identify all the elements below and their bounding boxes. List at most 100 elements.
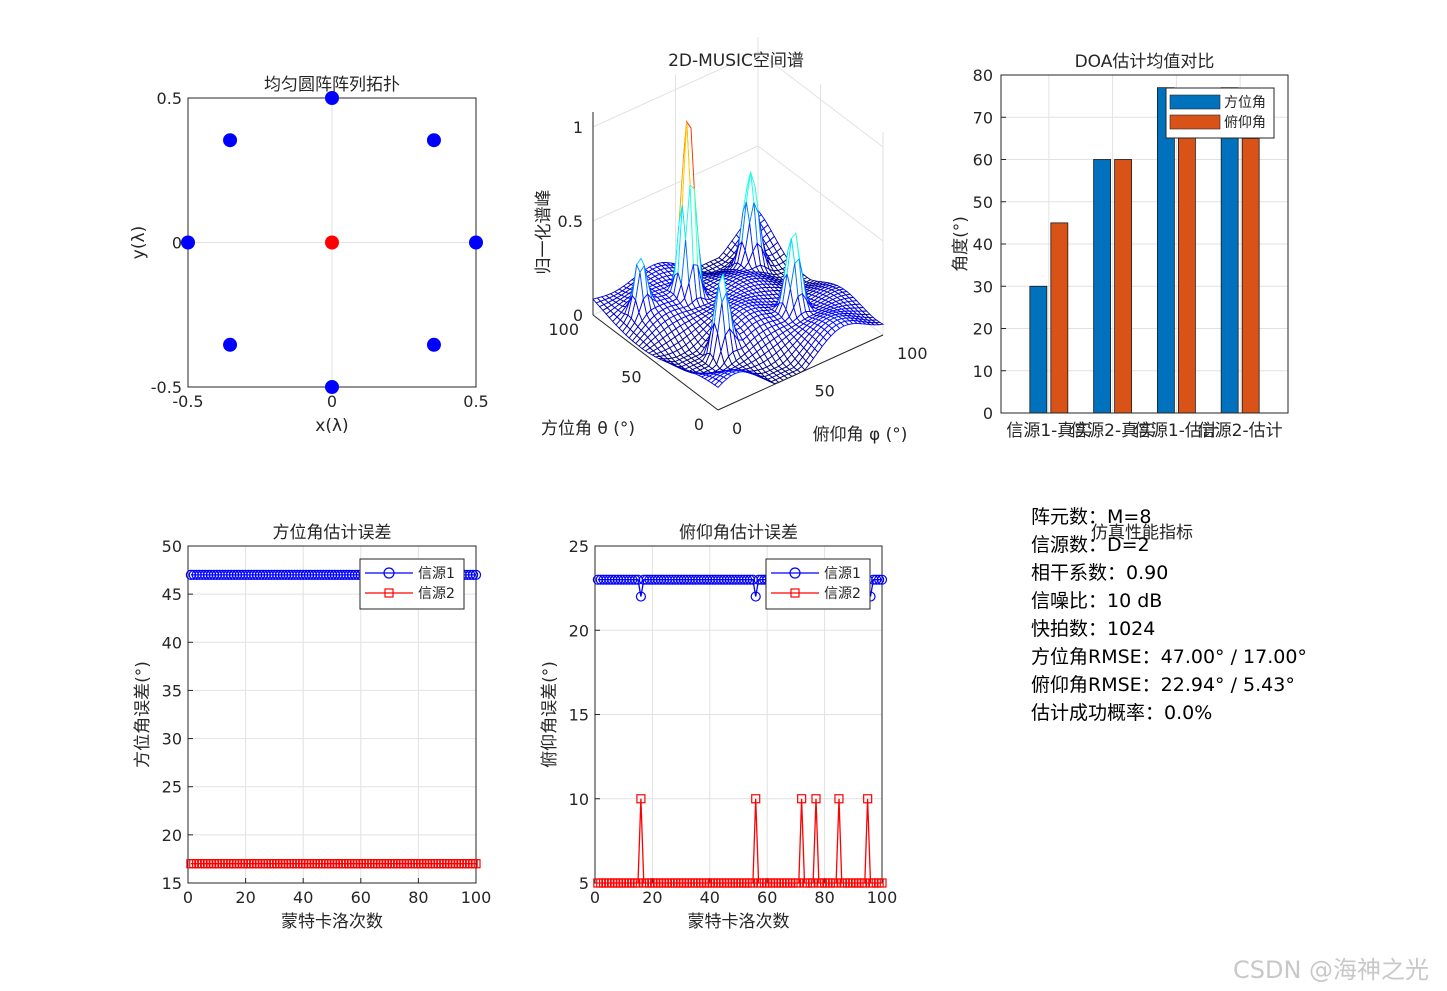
series-line bbox=[597, 798, 882, 884]
array-element-point bbox=[325, 91, 339, 105]
series-marker bbox=[811, 794, 821, 804]
series-marker bbox=[876, 574, 888, 585]
array-element-point bbox=[181, 235, 195, 250]
back-grid-line bbox=[757, 51, 884, 148]
y-tick-label: 45 bbox=[162, 585, 182, 604]
y-tick-label: 30 bbox=[162, 730, 182, 749]
chart-title: 俯仰角估计误差 bbox=[679, 523, 798, 543]
theta-tick-label: 100 bbox=[548, 320, 579, 339]
azimuth-bar bbox=[1029, 285, 1048, 414]
array-element-point bbox=[223, 133, 238, 148]
x-axis-label: 蒙特卡洛次数 bbox=[281, 912, 383, 932]
array-element-point bbox=[426, 337, 441, 352]
y-tick-label: 15 bbox=[162, 874, 182, 893]
legend-label: 信源1 bbox=[824, 566, 861, 582]
theta-axis-label: 方位角 θ (°) bbox=[541, 419, 635, 439]
metric-coherence: 相干系数：0.90 bbox=[1031, 562, 1169, 584]
x-tick-label: 80 bbox=[814, 888, 834, 907]
x-tick-label: 0 bbox=[327, 392, 337, 411]
array-element-point bbox=[469, 235, 483, 250]
legend-box bbox=[765, 558, 871, 610]
elevation-bar bbox=[1177, 129, 1196, 414]
array-element-point bbox=[223, 337, 238, 352]
y-tick-label: -0.5 bbox=[151, 378, 182, 397]
back-grid-line bbox=[592, 51, 759, 128]
metric-elements: 阵元数：M=8 bbox=[1031, 506, 1152, 528]
back-grid-line bbox=[757, 145, 884, 242]
y-tick-label: 40 bbox=[162, 633, 182, 652]
theta-tick-label: 50 bbox=[621, 368, 641, 387]
y-axis-label: 方位角误差(°) bbox=[133, 661, 153, 768]
series-marker bbox=[860, 878, 870, 888]
x-tick-label: 40 bbox=[700, 888, 720, 907]
watermark: CSDN @海神之光 bbox=[1233, 956, 1430, 984]
y-tick-label: 50 bbox=[973, 193, 993, 212]
series-marker bbox=[465, 569, 476, 580]
y-axis-label: y(λ) bbox=[129, 226, 149, 259]
metric-sources: 信源数：D=2 bbox=[1031, 534, 1150, 556]
x-tick-label: -0.5 bbox=[172, 392, 203, 411]
y-tick-label: 20 bbox=[569, 621, 589, 640]
chart-title: DOA估计均值对比 bbox=[1075, 52, 1215, 72]
series-marker bbox=[748, 878, 758, 888]
x-tick-label: 80 bbox=[408, 888, 428, 907]
y-tick-label: 0 bbox=[172, 234, 182, 253]
x-tick-label: 0 bbox=[590, 888, 600, 907]
series-marker bbox=[808, 878, 818, 888]
x-axis-label: x(λ) bbox=[315, 416, 348, 436]
y-tick-label: 80 bbox=[973, 66, 993, 85]
chart-title: 2D-MUSIC空间谱 bbox=[668, 51, 804, 71]
chart-title: 均匀圆阵阵列拓扑 bbox=[264, 75, 400, 95]
metrics-panel: 仿真性能指标 阵元数：M=8 信源数：D=2 相干系数：0.90 信噪比：10 … bbox=[1031, 502, 1391, 742]
series-marker bbox=[468, 569, 479, 580]
series-marker bbox=[627, 574, 638, 585]
y-tick-label: 50 bbox=[162, 537, 182, 556]
series-marker bbox=[751, 794, 761, 804]
spectrum-surface bbox=[592, 120, 885, 388]
z-tick-label: 0.5 bbox=[558, 212, 583, 231]
series-marker bbox=[831, 878, 841, 888]
legend-marker bbox=[789, 567, 801, 579]
legend-swatch bbox=[1169, 94, 1221, 110]
series-marker bbox=[750, 591, 761, 602]
legend-label: 信源2 bbox=[824, 586, 861, 602]
y-tick-label: 5 bbox=[579, 874, 589, 893]
y-tick-label: 20 bbox=[162, 826, 182, 845]
x-tick-label: 20 bbox=[235, 888, 255, 907]
x-axis-label: 蒙特卡洛次数 bbox=[688, 912, 790, 932]
phi-axis-line bbox=[717, 334, 884, 411]
metric-elevation-rmse: 俯仰角RMSE：22.94° / 5.43° bbox=[1031, 674, 1295, 696]
array-element-point bbox=[426, 133, 441, 148]
elevation-bar bbox=[1241, 137, 1260, 414]
series-marker bbox=[471, 859, 481, 869]
x-tick-label: 60 bbox=[351, 888, 371, 907]
series-marker bbox=[633, 878, 643, 888]
category-label: 信源1-估计 bbox=[1134, 421, 1219, 441]
metric-success-rate: 估计成功概率：0.0% bbox=[1031, 702, 1213, 724]
legend-marker bbox=[790, 588, 800, 598]
surface-cell bbox=[713, 380, 723, 388]
series-marker bbox=[871, 574, 882, 585]
series-marker bbox=[797, 794, 807, 804]
y-tick-label: 20 bbox=[973, 320, 993, 339]
y-tick-label: 25 bbox=[162, 778, 182, 797]
series-marker bbox=[635, 591, 647, 602]
x-tick-label: 100 bbox=[867, 888, 898, 907]
y-tick-label: 15 bbox=[569, 706, 589, 725]
legend-label: 信源2 bbox=[418, 586, 455, 602]
axes-box bbox=[187, 545, 477, 884]
y-tick-label: 0.5 bbox=[157, 89, 182, 108]
phi-tick-label: 100 bbox=[897, 344, 928, 363]
x-tick-label: 100 bbox=[461, 888, 492, 907]
series-marker bbox=[874, 574, 885, 585]
series-marker bbox=[863, 794, 873, 804]
x-tick-label: 60 bbox=[757, 888, 777, 907]
series-marker bbox=[877, 878, 887, 888]
y-tick-label: 70 bbox=[973, 108, 993, 127]
series-marker bbox=[834, 794, 844, 804]
z-tick-label: 1 bbox=[573, 118, 583, 137]
x-tick-label: 40 bbox=[293, 888, 313, 907]
x-tick-label: 0 bbox=[183, 888, 193, 907]
series-marker bbox=[470, 569, 482, 580]
y-axis-label: 俯仰角误差(°) bbox=[540, 661, 560, 768]
